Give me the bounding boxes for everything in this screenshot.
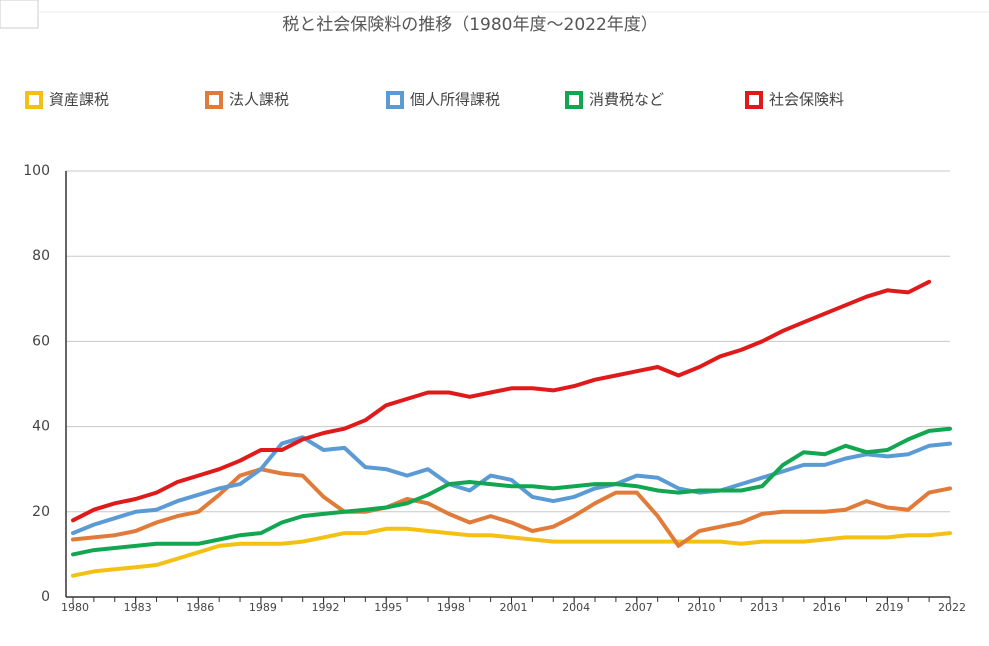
y-tick-label: 40: [32, 419, 50, 435]
legend-label: 社会保険料: [769, 91, 844, 109]
x-tick-label: 2013: [750, 601, 778, 614]
legend-label: 資産課税: [49, 91, 109, 109]
legend-swatch: [205, 91, 223, 109]
series-line: [71, 467, 952, 548]
x-tick-label: 1998: [437, 601, 465, 614]
chart-title: 税と社会保険料の推移（1980年度～2022年度）: [282, 15, 658, 35]
series-line: [71, 526, 952, 578]
legend-swatch: [25, 91, 43, 109]
x-tick-label: 2004: [562, 601, 590, 614]
y-tick-label: 60: [32, 333, 50, 349]
legend-swatch: [745, 91, 763, 109]
legend-label: 法人課税: [229, 91, 289, 109]
x-tick-label: 2016: [813, 601, 841, 614]
x-tick-label: 1983: [124, 601, 152, 614]
x-tick-label: 2019: [875, 601, 903, 614]
y-tick-label: 20: [32, 504, 50, 520]
x-tick-label: 1995: [374, 601, 402, 614]
legend-swatch: [565, 91, 583, 109]
legend-label: 消費税など: [589, 91, 664, 109]
legend-swatch: [386, 91, 404, 109]
y-tick-label: 0: [41, 589, 50, 605]
series-line: [71, 279, 932, 523]
legend-label: 個人所得課税: [410, 91, 500, 109]
series-line: [71, 435, 952, 536]
y-tick-label: 100: [23, 163, 50, 179]
x-tick-label: 2001: [500, 601, 528, 614]
x-tick-label: 2022: [938, 601, 966, 614]
x-tick-label: 2007: [625, 601, 653, 614]
corner-box: [0, 0, 39, 29]
y-tick-label: 80: [32, 248, 50, 264]
x-tick-label: 1992: [312, 601, 340, 614]
series-line: [71, 426, 952, 557]
x-tick-label: 1986: [186, 601, 214, 614]
x-tick-label: 1989: [249, 601, 277, 614]
x-tick-label: 1980: [61, 601, 89, 614]
x-tick-label: 2010: [687, 601, 715, 614]
